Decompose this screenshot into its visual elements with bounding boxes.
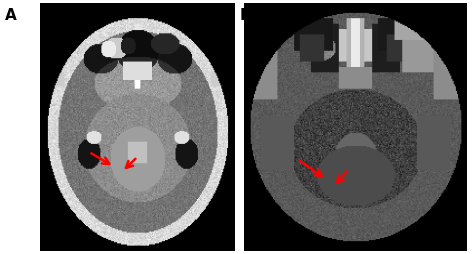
Text: A: A: [5, 8, 17, 23]
Text: B: B: [239, 8, 251, 23]
